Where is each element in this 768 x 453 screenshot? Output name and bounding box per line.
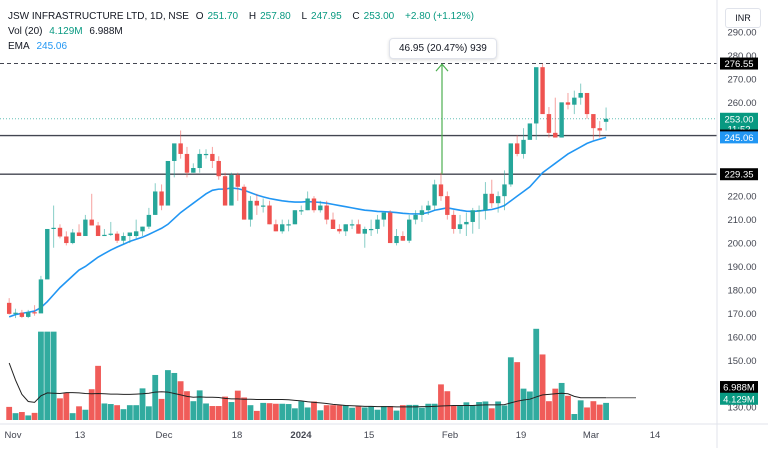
svg-text:245.06: 245.06 (724, 133, 753, 144)
price-tick: 220.00 (727, 192, 756, 203)
volume-label: Vol (20) (8, 26, 43, 37)
price-tick: 160.00 (727, 332, 756, 343)
currency-button[interactable]: INR (725, 8, 761, 28)
time-tick: 2024 (290, 430, 312, 441)
svg-text:6.988M: 6.988M (723, 383, 755, 394)
price-label-badge (720, 57, 758, 70)
time-axis[interactable]: Nov 13 Dec 18 2024 15 Feb 19 Mar 14 (5, 430, 661, 441)
svg-text:229.35: 229.35 (724, 170, 753, 181)
time-tick: Nov (5, 430, 22, 441)
time-tick: Feb (442, 430, 458, 441)
time-tick: 19 (516, 430, 527, 441)
price-tick: 270.00 (727, 74, 756, 85)
price-label-badge (720, 168, 758, 181)
price-tick: 210.00 (727, 215, 756, 226)
price-tick: 130.00 (727, 403, 756, 414)
low-value: L 247.95 (301, 11, 342, 22)
price-label-badge (720, 112, 758, 135)
price-tick: 290.00 (727, 28, 756, 39)
price-label-badge (720, 131, 758, 144)
close-value: C 253.00 (352, 11, 395, 22)
time-tick: Dec (156, 430, 173, 441)
price-label-badge (720, 381, 758, 394)
volume-ma-value: 6.988M (89, 26, 123, 37)
price-tick: 150.00 (727, 356, 756, 367)
time-tick: 15 (364, 430, 375, 441)
svg-text:253.00: 253.00 (724, 114, 753, 125)
horizontal-levels[interactable] (0, 63, 717, 175)
candles (6, 63, 609, 319)
volume-ma-line (8, 362, 636, 408)
time-tick: 13 (75, 430, 86, 441)
price-tick: 190.00 (727, 262, 756, 273)
open-value: O 251.70 (195, 11, 239, 22)
measure-tooltip: 46.95 (20.47%) 939 (389, 38, 497, 59)
ema-label: EMA (8, 41, 30, 52)
measure-arrow (435, 63, 449, 175)
price-tick: 170.00 (727, 309, 756, 320)
legend-volume-row[interactable]: Vol (20) 4.129M 6.988M (8, 24, 478, 39)
time-tick: 18 (232, 430, 243, 441)
legend-ohlc-row: JSW INFRASTRUCTURE LTD, 1D, NSE O 251.70 … (8, 9, 478, 24)
price-label-badge (720, 392, 758, 405)
svg-text:4.129M: 4.129M (723, 394, 755, 405)
price-tick: 200.00 (727, 239, 756, 250)
legend-ema-row[interactable]: EMA 245.06 (8, 39, 478, 54)
high-value: H 257.80 (248, 11, 291, 22)
change-value: +2.80 (+1.12%) (405, 11, 474, 22)
price-tick: 280.00 (727, 51, 756, 62)
svg-text:276.55: 276.55 (724, 59, 753, 70)
price-tick: 180.00 (727, 285, 756, 296)
price-tick: 260.00 (727, 98, 756, 109)
volume-bars (6, 328, 609, 420)
time-tick: 14 (650, 430, 661, 441)
legend: JSW INFRASTRUCTURE LTD, 1D, NSE O 251.70 … (8, 9, 478, 54)
ema-value: 245.06 (36, 41, 68, 52)
symbol-title[interactable]: JSW INFRASTRUCTURE LTD, 1D, NSE (8, 11, 189, 22)
time-tick: Mar (583, 430, 599, 441)
volume-value: 4.129M (49, 26, 83, 37)
